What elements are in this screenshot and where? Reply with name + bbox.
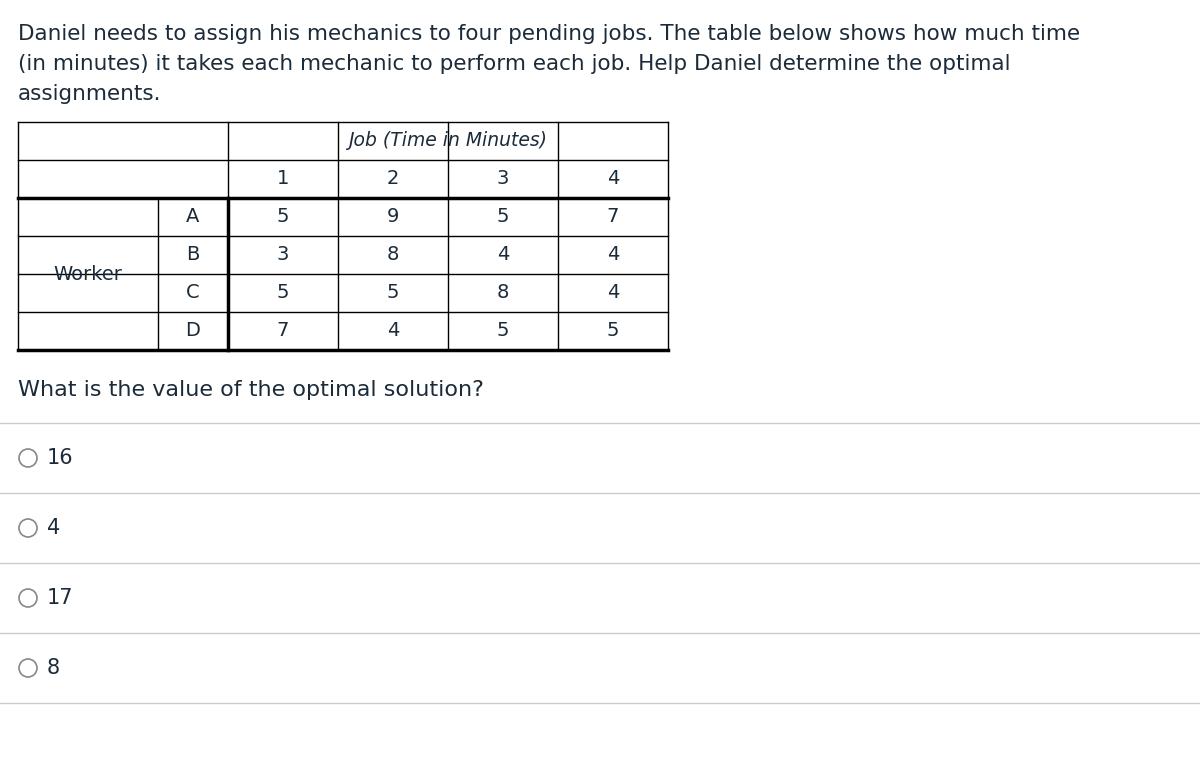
Text: 3: 3	[497, 169, 509, 188]
Text: 5: 5	[497, 208, 509, 227]
Text: 4: 4	[607, 284, 619, 302]
Text: 5: 5	[277, 208, 289, 227]
Text: 4: 4	[607, 245, 619, 265]
Text: (in minutes) it takes each mechanic to perform each job. Help Daniel determine t: (in minutes) it takes each mechanic to p…	[18, 54, 1010, 74]
Text: 1: 1	[277, 169, 289, 188]
Text: 4: 4	[47, 518, 60, 538]
Text: 5: 5	[607, 321, 619, 341]
Text: 8: 8	[497, 284, 509, 302]
Text: 8: 8	[386, 245, 400, 265]
Text: What is the value of the optimal solution?: What is the value of the optimal solutio…	[18, 380, 484, 400]
Text: 17: 17	[47, 588, 73, 608]
Text: A: A	[186, 208, 199, 227]
Text: 16: 16	[47, 448, 73, 468]
Text: Daniel needs to assign his mechanics to four pending jobs. The table below shows: Daniel needs to assign his mechanics to …	[18, 24, 1080, 44]
Text: 4: 4	[497, 245, 509, 265]
Text: B: B	[186, 245, 199, 265]
Text: 5: 5	[497, 321, 509, 341]
Text: 4: 4	[607, 169, 619, 188]
Text: Job (Time in Minutes): Job (Time in Minutes)	[348, 131, 547, 151]
Text: 5: 5	[277, 284, 289, 302]
Text: 3: 3	[277, 245, 289, 265]
Text: 8: 8	[47, 658, 60, 678]
Text: assignments.: assignments.	[18, 84, 162, 104]
Text: 7: 7	[607, 208, 619, 227]
Text: 7: 7	[277, 321, 289, 341]
Text: D: D	[186, 321, 200, 341]
Text: Worker: Worker	[54, 265, 122, 284]
Text: C: C	[186, 284, 200, 302]
Text: 9: 9	[386, 208, 400, 227]
Text: 2: 2	[386, 169, 400, 188]
Text: 4: 4	[386, 321, 400, 341]
Text: 5: 5	[386, 284, 400, 302]
